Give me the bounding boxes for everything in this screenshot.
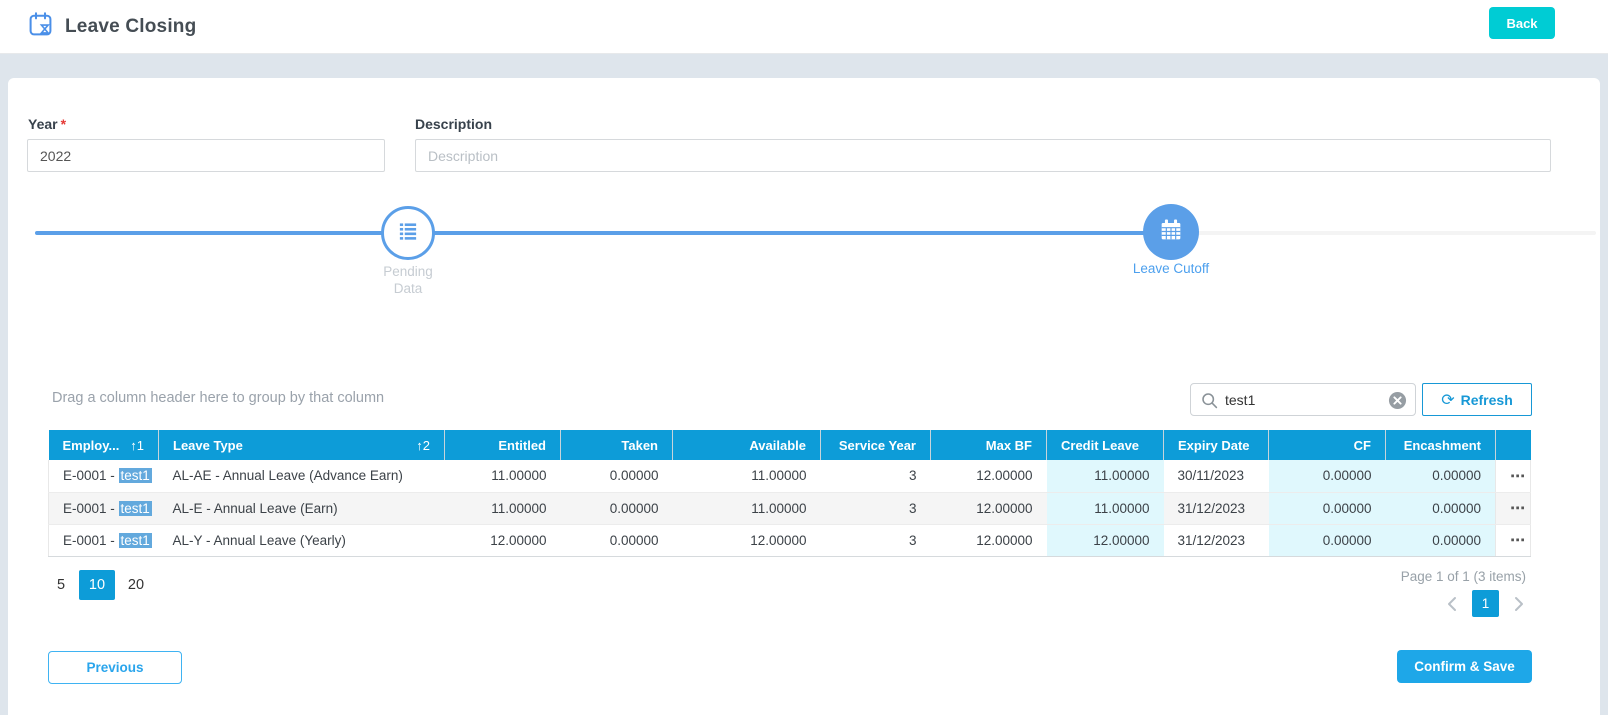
step-pending-data-label: Pending Data — [383, 264, 433, 296]
encashment-cell[interactable]: 0.00000 — [1385, 524, 1496, 557]
page-title: Leave Closing — [65, 16, 197, 37]
page-info: Page 1 of 1 (3 items) — [1400, 569, 1526, 584]
leave-closing-icon — [27, 11, 54, 43]
leave-type-cell: AL-Y - Annual Leave (Yearly) — [158, 524, 445, 557]
entitled-cell: 11.00000 — [444, 460, 561, 493]
column-header-expiry-date[interactable]: Expiry Date — [1163, 430, 1269, 460]
service-year-cell: 3 — [820, 524, 931, 557]
column-header-row-menu — [1495, 430, 1531, 460]
grid-header-row: Employ... ↑1 Leave Type ↑2 Entitled Take… — [48, 430, 1531, 460]
refresh-button[interactable]: ⟳ Refresh — [1422, 383, 1532, 416]
table-row[interactable]: E-0001 - test1 AL-AE - Annual Leave (Adv… — [48, 460, 1531, 493]
entitled-cell: 12.00000 — [444, 524, 561, 557]
expiry-date-cell: 30/11/2023 — [1163, 460, 1269, 493]
step-leave-cutoff[interactable] — [1143, 204, 1199, 260]
group-panel-hint: Drag a column header here to group by th… — [52, 390, 385, 406]
credit-leave-cell[interactable]: 11.00000 — [1046, 492, 1164, 525]
column-header-max-bf[interactable]: Max BF — [930, 430, 1047, 460]
column-header-employee[interactable]: Employ... ↑1 — [48, 430, 159, 460]
row-menu-icon[interactable]: ⋯ — [1495, 460, 1531, 493]
column-header-entitled[interactable]: Entitled — [444, 430, 561, 460]
table-row[interactable]: E-0001 - test1 AL-E - Annual Leave (Earn… — [48, 492, 1531, 525]
entitled-cell: 11.00000 — [444, 492, 561, 525]
next-page-icon[interactable] — [1512, 595, 1526, 613]
expiry-date-cell: 31/12/2023 — [1163, 524, 1269, 557]
column-header-encashment[interactable]: Encashment — [1385, 430, 1496, 460]
description-input[interactable] — [415, 139, 1551, 172]
column-header-available[interactable]: Available — [672, 430, 821, 460]
refresh-icon: ⟳ — [1441, 391, 1455, 409]
leave-type-cell: AL-AE - Annual Leave (Advance Earn) — [158, 460, 445, 493]
employee-cell: E-0001 - test1 — [48, 524, 159, 557]
taken-cell: 0.00000 — [560, 492, 673, 525]
year-input[interactable] — [27, 139, 385, 172]
search-icon — [1200, 391, 1219, 415]
required-asterisk: * — [60, 116, 67, 132]
page-size-20[interactable]: 20 — [127, 577, 145, 593]
top-bar: Leave Closing Back — [0, 0, 1608, 54]
column-header-taken[interactable]: Taken — [560, 430, 673, 460]
step-leave-cutoff-label: Leave Cutoff — [1132, 261, 1210, 276]
clear-search-icon[interactable] — [1388, 391, 1407, 415]
available-cell: 11.00000 — [672, 492, 821, 525]
employee-cell: E-0001 - test1 — [48, 492, 159, 525]
taken-cell: 0.00000 — [560, 524, 673, 557]
taken-cell: 0.00000 — [560, 460, 673, 493]
row-menu-icon[interactable]: ⋯ — [1495, 524, 1531, 557]
table-row[interactable]: E-0001 - test1 AL-Y - Annual Leave (Year… — [48, 524, 1531, 557]
cf-cell[interactable]: 0.00000 — [1268, 524, 1386, 557]
max-bf-cell: 12.00000 — [930, 460, 1047, 493]
pager-nav: 1 — [1445, 590, 1526, 617]
column-header-cf[interactable]: CF — [1268, 430, 1386, 460]
available-cell: 12.00000 — [672, 524, 821, 557]
search-highlight: test1 — [118, 532, 152, 548]
previous-button[interactable]: Previous — [48, 651, 182, 684]
search-highlight: test1 — [118, 468, 152, 484]
encashment-cell[interactable]: 0.00000 — [1385, 492, 1496, 525]
available-cell: 11.00000 — [672, 460, 821, 493]
service-year-cell: 3 — [820, 460, 931, 493]
confirm-save-button[interactable]: Confirm & Save — [1397, 650, 1532, 683]
previous-page-icon[interactable] — [1445, 595, 1459, 613]
current-page-button[interactable]: 1 — [1472, 590, 1499, 617]
grid-search-input[interactable] — [1225, 385, 1380, 414]
page-size-5[interactable]: 5 — [56, 577, 66, 593]
column-header-leave-type[interactable]: Leave Type ↑2 — [158, 430, 445, 460]
expiry-date-cell: 31/12/2023 — [1163, 492, 1269, 525]
description-label: Description — [415, 116, 493, 132]
stepper-remaining-line — [1170, 231, 1596, 235]
row-menu-icon[interactable]: ⋯ — [1495, 492, 1531, 525]
max-bf-cell: 12.00000 — [930, 524, 1047, 557]
credit-leave-cell[interactable]: 12.00000 — [1046, 524, 1164, 557]
service-year-cell: 3 — [820, 492, 931, 525]
calendar-icon — [1157, 216, 1185, 249]
encashment-cell[interactable]: 0.00000 — [1385, 460, 1496, 493]
max-bf-cell: 12.00000 — [930, 492, 1047, 525]
grid-search-box — [1190, 383, 1416, 416]
sort-ascending-icon: ↑ — [416, 437, 423, 453]
back-button[interactable]: Back — [1489, 7, 1555, 39]
cf-cell[interactable]: 0.00000 — [1268, 460, 1386, 493]
cf-cell[interactable]: 0.00000 — [1268, 492, 1386, 525]
page-size-10-selected[interactable]: 10 — [79, 570, 115, 600]
employee-cell: E-0001 - test1 — [48, 460, 159, 493]
leave-grid: Employ... ↑1 Leave Type ↑2 Entitled Take… — [48, 430, 1531, 557]
search-highlight: test1 — [118, 500, 152, 516]
column-header-service-year[interactable]: Service Year — [820, 430, 931, 460]
sort-ascending-icon: ↑ — [130, 437, 137, 453]
list-icon — [395, 218, 421, 249]
step-pending-data[interactable] — [381, 206, 435, 260]
leave-type-cell: AL-E - Annual Leave (Earn) — [158, 492, 445, 525]
page-title-wrap: Leave Closing — [27, 11, 196, 43]
column-header-credit-leave[interactable]: Credit Leave — [1046, 430, 1164, 460]
year-label: Year * — [28, 116, 67, 132]
credit-leave-cell[interactable]: 11.00000 — [1046, 460, 1164, 493]
stepper-progress-line — [35, 231, 1170, 235]
